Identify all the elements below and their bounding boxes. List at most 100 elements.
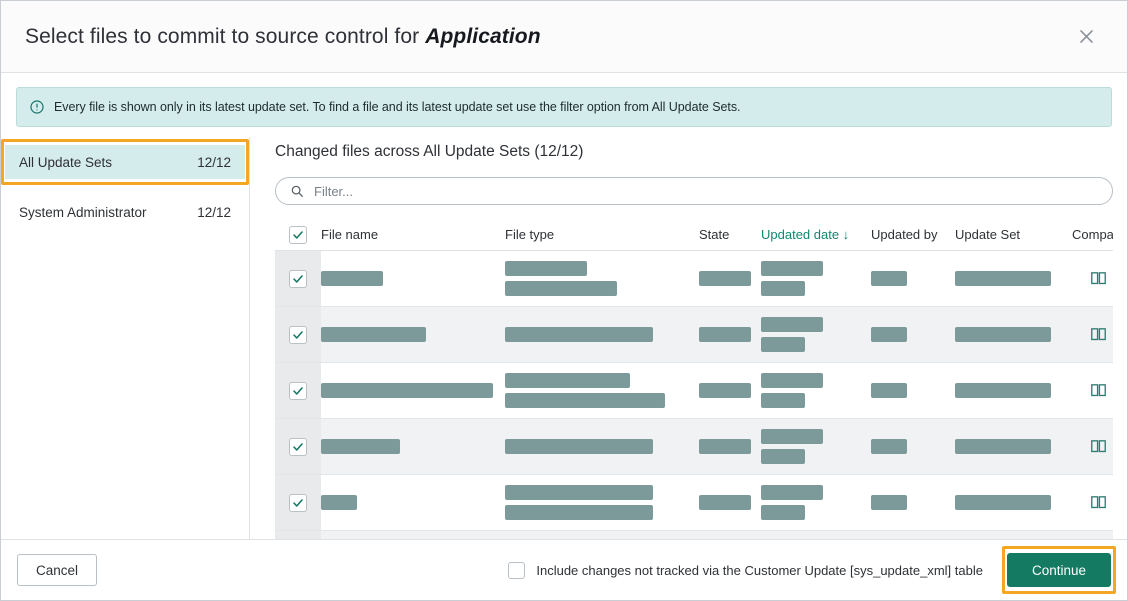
column-header-compare: Compare [1072, 227, 1113, 243]
cell-compare [1072, 419, 1113, 474]
cell-state [699, 307, 761, 362]
row-checkbox-cell [275, 251, 321, 307]
cell-name [321, 531, 505, 539]
column-header-update-set[interactable]: Update Set [955, 227, 1021, 243]
redacted-value [955, 271, 1051, 287]
table-row[interactable] [275, 363, 1113, 420]
row-checkbox[interactable] [289, 325, 307, 344]
sidebar-item-label: System Administrator [19, 204, 147, 220]
table-row[interactable] [275, 475, 1113, 532]
compare-book-icon[interactable] [1090, 326, 1107, 343]
cell-set [955, 307, 1072, 362]
filter-box[interactable] [275, 177, 1113, 206]
redacted-value [955, 383, 1051, 399]
table-row[interactable] [275, 419, 1113, 476]
redacted-value [955, 439, 1051, 455]
cell-type [505, 363, 699, 418]
redacted-value [505, 281, 617, 297]
redacted-value [761, 317, 823, 333]
row-checkbox-cell [275, 419, 321, 475]
table-header-row: File name File type State Updated date ↓… [275, 219, 1113, 252]
table-body [275, 251, 1113, 539]
cell-type [505, 419, 699, 474]
cell-compare [1072, 307, 1113, 362]
cell-by [871, 307, 955, 362]
cell-date [761, 419, 871, 474]
compare-book-icon[interactable] [1090, 438, 1107, 455]
info-banner-text: Every file is shown only in its latest u… [54, 100, 741, 114]
close-icon[interactable] [1069, 20, 1103, 54]
redacted-value [505, 373, 630, 389]
cell-compare [1072, 475, 1113, 530]
row-checkbox[interactable] [289, 269, 307, 288]
cell-state [699, 363, 761, 418]
column-header-file-name[interactable]: File name [321, 227, 379, 243]
include-untracked-checkbox[interactable] [508, 561, 526, 579]
cell-set [955, 475, 1072, 530]
row-checkbox[interactable] [289, 381, 307, 400]
footer-right-group: Include changes not tracked via the Cust… [508, 546, 1117, 594]
cell-date [761, 251, 871, 306]
continue-button-wrapper: Continue [1001, 546, 1117, 594]
sidebar: All Update Sets 12/12 System Administrat… [1, 137, 250, 539]
continue-button[interactable]: Continue [1006, 553, 1111, 587]
cell-by [871, 363, 955, 418]
page-title-prefix: Select files to commit to source control… [25, 24, 420, 48]
select-all-checkbox[interactable] [289, 225, 307, 244]
sidebar-item-all-update-sets[interactable]: All Update Sets 12/12 [1, 139, 249, 185]
table-row[interactable] [275, 251, 1113, 308]
cell-compare [1072, 251, 1113, 306]
page-title-app-name: Application [425, 24, 541, 48]
compare-book-icon[interactable] [1090, 270, 1107, 287]
redacted-value [871, 271, 907, 287]
main-panel: Changed files across All Update Sets (12… [250, 137, 1127, 539]
cell-type [505, 475, 699, 530]
redacted-value [761, 393, 805, 409]
cancel-button[interactable]: Cancel [17, 554, 98, 586]
redacted-value [321, 383, 493, 399]
exclamation-circle-icon [29, 99, 45, 115]
table-row[interactable] [275, 307, 1113, 364]
include-untracked-label: Include changes not tracked via the Cust… [536, 562, 983, 578]
redacted-value [871, 439, 907, 455]
redacted-value [761, 281, 805, 297]
info-banner: Every file is shown only in its latest u… [16, 87, 1112, 127]
table-row[interactable] [275, 531, 1113, 539]
redacted-value [871, 495, 907, 511]
compare-book-icon[interactable] [1090, 382, 1107, 399]
changed-files-heading: Changed files across All Update Sets (12… [275, 143, 584, 160]
redacted-value [761, 373, 823, 389]
column-header-file-type[interactable]: File type [505, 227, 555, 243]
redacted-value [699, 495, 751, 511]
cell-date [761, 363, 871, 418]
cell-date [761, 307, 871, 362]
compare-book-icon[interactable] [1090, 494, 1107, 511]
row-checkbox-cell [275, 531, 321, 539]
changed-files-table: File name File type State Updated date ↓… [275, 219, 1113, 539]
redacted-value [321, 439, 400, 455]
cell-set [955, 251, 1072, 306]
row-checkbox-cell [275, 475, 321, 531]
sidebar-item-system-administrator[interactable]: System Administrator 12/12 [5, 195, 245, 229]
redacted-value [321, 327, 426, 343]
column-header-state[interactable]: State [699, 227, 730, 243]
info-banner-wrapper: Every file is shown only in its latest u… [1, 73, 1127, 127]
redacted-value [761, 429, 823, 445]
cell-name [321, 363, 505, 418]
cell-by [871, 419, 955, 474]
search-input[interactable] [312, 182, 1098, 200]
cell-compare [1072, 363, 1113, 418]
column-header-updated-date[interactable]: Updated date ↓ [761, 227, 850, 243]
redacted-value [761, 337, 805, 353]
dialog-body: All Update Sets 12/12 System Administrat… [1, 127, 1127, 539]
redacted-value [955, 495, 1051, 511]
cell-type [505, 307, 699, 362]
column-header-updated-by[interactable]: Updated by [871, 227, 938, 243]
row-checkbox[interactable] [289, 493, 307, 512]
row-checkbox[interactable] [289, 437, 307, 456]
cell-name [321, 475, 505, 530]
row-checkbox-cell [275, 307, 321, 363]
cell-set [955, 531, 1072, 539]
page-title: Select files to commit to source control… [25, 25, 541, 49]
cell-compare [1072, 531, 1113, 539]
